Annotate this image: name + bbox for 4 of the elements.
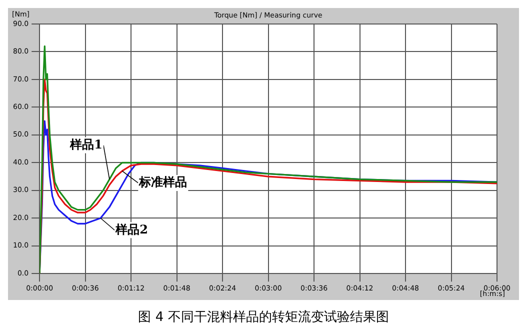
series-label: 标准样品	[138, 175, 188, 190]
series-label: 样品2	[114, 222, 148, 236]
caption: 图 4 不同干混料样品的转矩流变试验结果图	[137, 309, 390, 326]
series-label: 样品1	[69, 137, 102, 152]
